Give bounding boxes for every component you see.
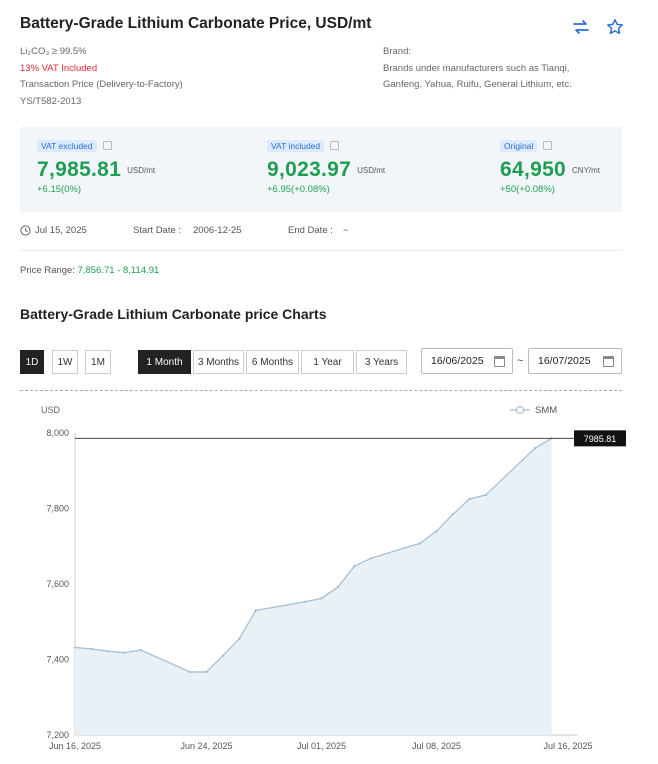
divider [20,250,622,251]
data-point [468,497,471,501]
data-point [336,585,340,589]
brand-label: Brand: [383,46,411,57]
price-vat-included: VAT included 9,023.97 USD/mt +6.95(+0.08%… [267,137,385,195]
data-point [254,609,257,612]
granularity-1w-button[interactable]: 1W [52,350,78,374]
info-icon[interactable] [543,141,553,151]
data-point [303,600,307,603]
x-tick-label: Jul 08, 2025 [412,741,461,751]
info-icon[interactable] [102,141,112,151]
series-area [75,438,552,735]
end-date-value: ~ [343,225,349,236]
granularity-1d-button[interactable]: 1D [20,350,44,374]
x-tick-label: Jun 16, 2025 [49,741,101,751]
end-date-label: End Date : [288,225,333,236]
data-point [353,565,356,568]
date-from-value: 16/06/2025 [431,355,484,367]
top-actions [572,18,624,36]
x-tick-label: Jul 01, 2025 [297,741,346,751]
price-change: +6.15(0%) [37,184,82,195]
page-title: Battery-Grade Lithium Carbonate Price, U… [20,15,372,32]
date-from-input[interactable]: 16/06/2025 [421,348,513,374]
data-point [205,670,208,674]
price-range: Price Range: 7,856.71 - 8,114.91 [20,265,159,276]
y-axis-unit: USD [41,405,61,415]
data-point [106,649,110,653]
date-range-separator: ~ [517,355,524,367]
y-tick-label: 7,800 [46,504,69,514]
data-point [533,446,537,450]
price-unit: USD/mt [357,165,386,175]
product-specs: Li₂CO₃ ≥ 99.5% 13% VAT Included Transact… [20,44,300,110]
date-to-input[interactable]: 16/07/2025 [528,348,622,374]
x-tick-label: Jul 16, 2025 [543,741,592,751]
start-date-label: Start Date : [133,225,182,236]
price-change: +6.95(+0.08%) [267,184,330,195]
data-point [221,654,225,657]
price-vat-excluded: VAT excluded 7,985.81 USD/mt +6.15(0%) [37,137,155,195]
current-value-badge [574,430,626,447]
data-point [139,648,142,652]
transaction-type: Transaction Price (Delivery-to-Factory) [20,79,183,90]
calendar-icon[interactable] [494,356,505,367]
price-value: 7,985.81 [37,158,122,181]
data-point [90,647,93,651]
data-point [73,646,77,649]
data-point [451,512,455,516]
price-unit: USD/mt [127,165,156,175]
vat-note: 13% VAT Included [20,62,98,74]
period-1-month-button[interactable]: 1 Month [138,350,191,374]
price-range-value: 7,856.71 - 8,114.91 [77,265,160,276]
info-icon[interactable] [330,141,340,151]
data-point [188,670,192,674]
dashed-divider [20,390,622,391]
y-tick-label: 7,200 [46,730,69,740]
standard-code: YS/T582-2013 [20,95,82,107]
price-range-label: Price Range: [20,265,78,276]
legend-label: SMM [535,405,557,416]
legend-marker-icon [515,405,525,415]
current-value-label: 7985.81 [584,434,617,444]
period-3-years-button[interactable]: 3 Years [356,350,407,374]
series-line [74,437,552,673]
brand-value: Brands under manufacturers such as Tianq… [383,62,572,91]
spec-purity: Li₂CO₃ ≥ 99.5% [20,46,87,57]
price-tag: VAT included [267,139,325,152]
y-tick-label: 7,400 [46,655,69,665]
data-point [418,542,422,545]
data-point [484,493,488,497]
y-tick-label: 7,600 [46,579,69,589]
price-value: 9,023.97 [267,158,352,181]
price-unit: CNY/mt [572,165,601,175]
y-tick-label: 8,000 [46,428,69,438]
chart-title: Battery-Grade Lithium Carbonate price Ch… [20,306,327,322]
price-original: Original 64,950 CNY/mt +50(+0.08%) [500,137,600,195]
x-tick-label: Jun 24, 2025 [180,741,232,751]
price-value: 64,950 [500,158,567,181]
date-to-value: 16/07/2025 [538,355,591,367]
star-icon[interactable] [606,18,624,36]
period-6-months-button[interactable]: 6 Months [246,350,299,374]
price-tag: Original [500,139,538,152]
price-change: +50(+0.08%) [500,184,555,195]
swap-icon[interactable] [572,18,590,36]
period-3-months-button[interactable]: 3 Months [193,350,244,374]
price-panel: VAT excluded 7,985.81 USD/mt +6.15(0%) VA… [20,127,622,212]
period-1-year-button[interactable]: 1 Year [301,350,354,374]
data-point [123,651,126,654]
data-point [435,529,438,533]
data-point [320,597,323,600]
data-point [369,557,372,560]
granularity-1m-button[interactable]: 1M [85,350,111,374]
data-point [238,637,241,640]
current-date: Jul 15, 2025 [35,225,87,236]
brand-info: Brand: Brands under manufacturers such a… [383,44,588,94]
price-tag: VAT excluded [37,139,97,152]
clock-icon [20,225,31,239]
chart-legend[interactable]: SMM [510,405,557,416]
start-date-value: 2006-12-25 [193,225,242,236]
calendar-icon[interactable] [603,356,614,367]
